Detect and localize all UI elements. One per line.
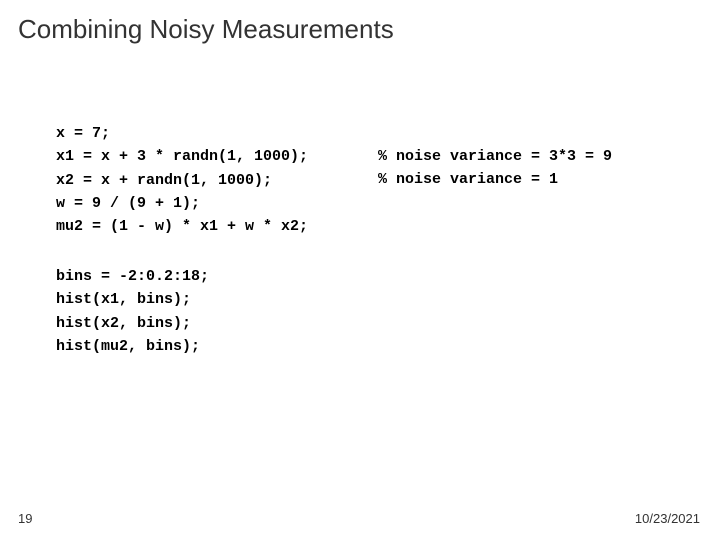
code-block-hist: bins = -2:0.2:18; hist(x1, bins); hist(x… [56, 265, 209, 358]
page-title: Combining Noisy Measurements [18, 14, 394, 45]
code-block-main: x = 7; x1 = x + 3 * randn(1, 1000); x2 =… [56, 122, 308, 238]
page-number: 19 [18, 511, 32, 526]
slide-date: 10/23/2021 [635, 511, 700, 526]
slide: Combining Noisy Measurements x = 7; x1 =… [0, 0, 720, 540]
code-comments: % noise variance = 3*3 = 9 % noise varia… [378, 145, 612, 192]
